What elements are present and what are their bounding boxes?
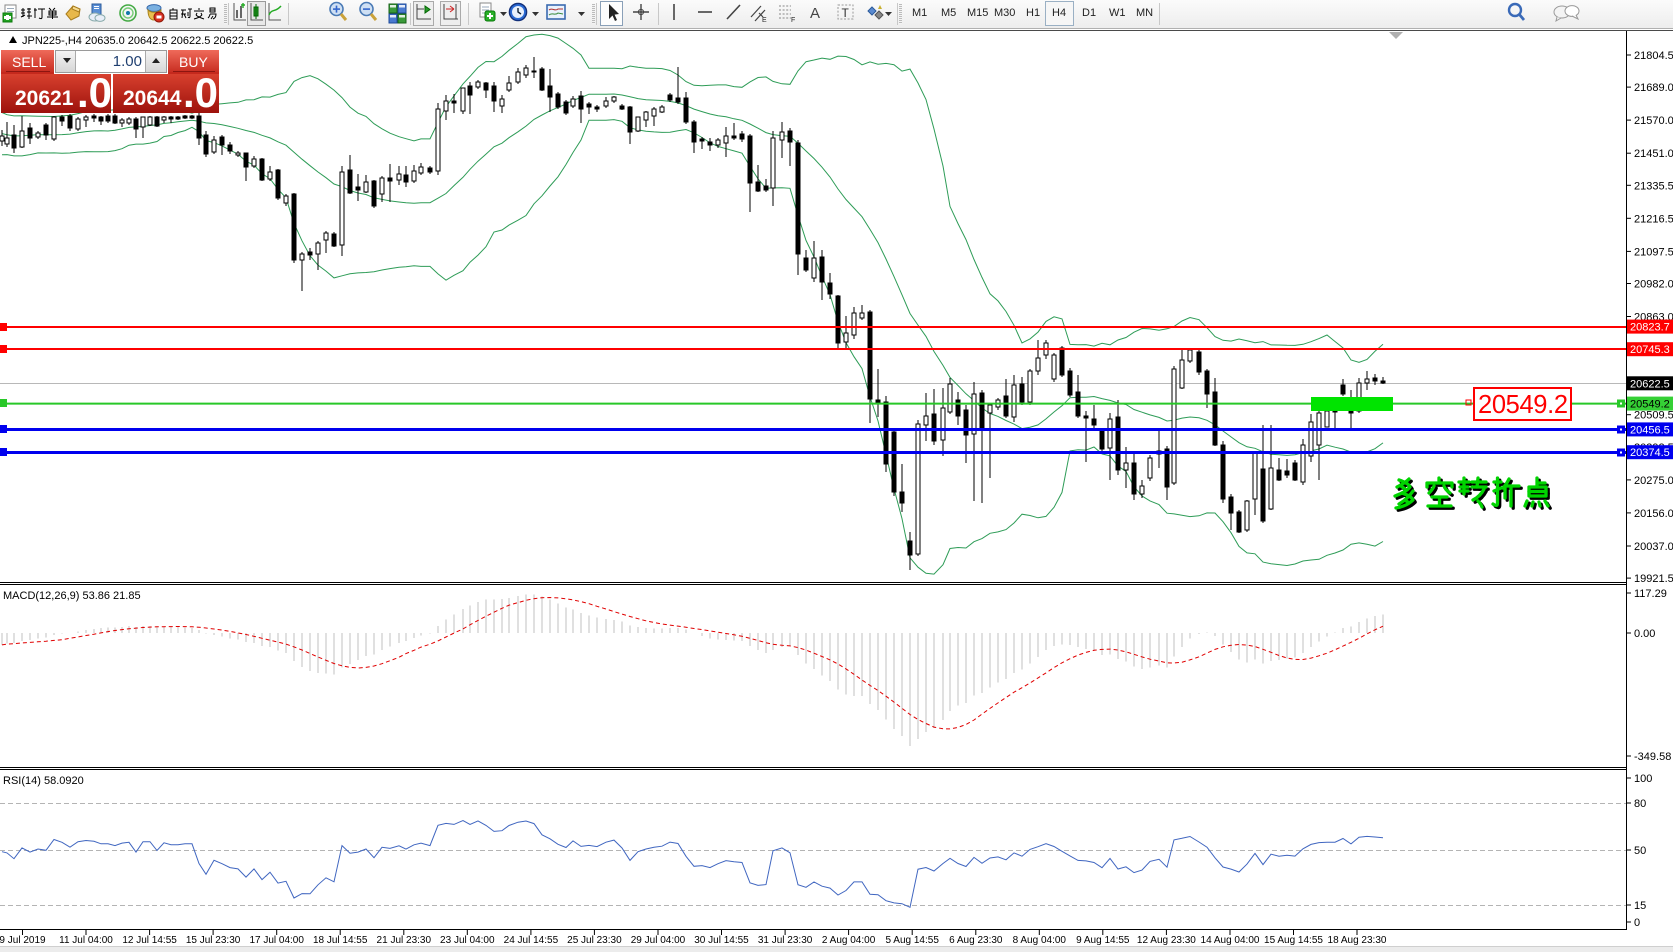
svg-text:11 Jul 04:00: 11 Jul 04:00 <box>59 935 113 946</box>
svg-text:17 Jul 04:00: 17 Jul 04:00 <box>249 935 304 946</box>
svg-text:20549.2: 20549.2 <box>1630 399 1670 411</box>
svg-text:15 Aug 14:55: 15 Aug 14:55 <box>1264 935 1323 946</box>
svg-text:2 Aug 04:00: 2 Aug 04:00 <box>822 935 876 946</box>
svg-text:21689.0: 21689.0 <box>1634 82 1673 94</box>
svg-text:JPN225-,H4 20635.0 20642.5 20: JPN225-,H4 20635.0 20642.5 20622.5 20622… <box>22 35 253 47</box>
svg-text:20037.0: 20037.0 <box>1634 541 1673 553</box>
svg-text:20982.0: 20982.0 <box>1634 279 1673 291</box>
svg-text:0: 0 <box>1634 917 1640 929</box>
svg-text:9 Jul 2019: 9 Jul 2019 <box>0 935 46 946</box>
svg-text:5 Aug 14:55: 5 Aug 14:55 <box>886 935 940 946</box>
svg-text:21216.5: 21216.5 <box>1634 213 1673 225</box>
svg-text:23 Jul 04:00: 23 Jul 04:00 <box>440 935 495 946</box>
svg-text:0.00: 0.00 <box>1634 628 1655 640</box>
svg-text:21097.5: 21097.5 <box>1634 246 1673 258</box>
svg-text:20622.5: 20622.5 <box>1630 378 1670 390</box>
svg-text:21 Jul 23:30: 21 Jul 23:30 <box>377 935 432 946</box>
svg-text:80: 80 <box>1634 798 1646 810</box>
svg-text:6 Aug 23:30: 6 Aug 23:30 <box>949 935 1003 946</box>
svg-text:20374.5: 20374.5 <box>1630 447 1670 459</box>
svg-text:14 Aug 04:00: 14 Aug 04:00 <box>1201 935 1260 946</box>
svg-text:12 Jul 14:55: 12 Jul 14:55 <box>122 935 177 946</box>
svg-text:20275.0: 20275.0 <box>1634 475 1673 487</box>
svg-text:-349.58: -349.58 <box>1634 751 1671 763</box>
svg-text:E: E <box>762 17 767 24</box>
svg-text:12 Aug 23:30: 12 Aug 23:30 <box>1137 935 1196 946</box>
svg-text:30 Jul 14:55: 30 Jul 14:55 <box>694 935 749 946</box>
svg-text:A: A <box>810 5 820 22</box>
svg-text:25 Jul 23:30: 25 Jul 23:30 <box>567 935 622 946</box>
svg-text:9 Aug 14:55: 9 Aug 14:55 <box>1076 935 1130 946</box>
svg-text:15: 15 <box>1634 900 1646 912</box>
svg-text:19921.5: 19921.5 <box>1634 573 1673 585</box>
svg-text:100: 100 <box>1634 773 1652 785</box>
svg-text:18 Aug 23:30: 18 Aug 23:30 <box>1328 935 1387 946</box>
svg-text:F: F <box>791 17 795 24</box>
svg-text:20745.3: 20745.3 <box>1630 344 1670 356</box>
svg-text:50: 50 <box>1634 845 1646 857</box>
svg-text:24 Jul 14:55: 24 Jul 14:55 <box>504 935 559 946</box>
svg-text:8 Aug 04:00: 8 Aug 04:00 <box>1013 935 1067 946</box>
svg-text:15 Jul 23:30: 15 Jul 23:30 <box>186 935 241 946</box>
svg-text:21335.5: 21335.5 <box>1634 180 1673 192</box>
svg-text:21451.0: 21451.0 <box>1634 148 1673 160</box>
svg-text:21804.5: 21804.5 <box>1634 50 1673 62</box>
svg-text:20509.5: 20509.5 <box>1634 410 1673 422</box>
svg-text:31 Jul 23:30: 31 Jul 23:30 <box>758 935 813 946</box>
svg-text:20549.2: 20549.2 <box>1478 391 1568 419</box>
svg-text:T: T <box>842 6 850 20</box>
svg-text:18 Jul 14:55: 18 Jul 14:55 <box>313 935 368 946</box>
svg-text:117.29: 117.29 <box>1634 588 1667 600</box>
svg-text:20456.5: 20456.5 <box>1630 424 1670 436</box>
svg-text:MACD(12,26,9) 53.86 21.85: MACD(12,26,9) 53.86 21.85 <box>3 590 141 602</box>
svg-text:20823.7: 20823.7 <box>1630 322 1670 334</box>
svg-text:RSI(14) 58.0920: RSI(14) 58.0920 <box>3 775 84 787</box>
svg-text:29 Jul 04:00: 29 Jul 04:00 <box>631 935 686 946</box>
svg-text:20156.0: 20156.0 <box>1634 508 1673 520</box>
svg-text:21570.0: 21570.0 <box>1634 115 1673 127</box>
